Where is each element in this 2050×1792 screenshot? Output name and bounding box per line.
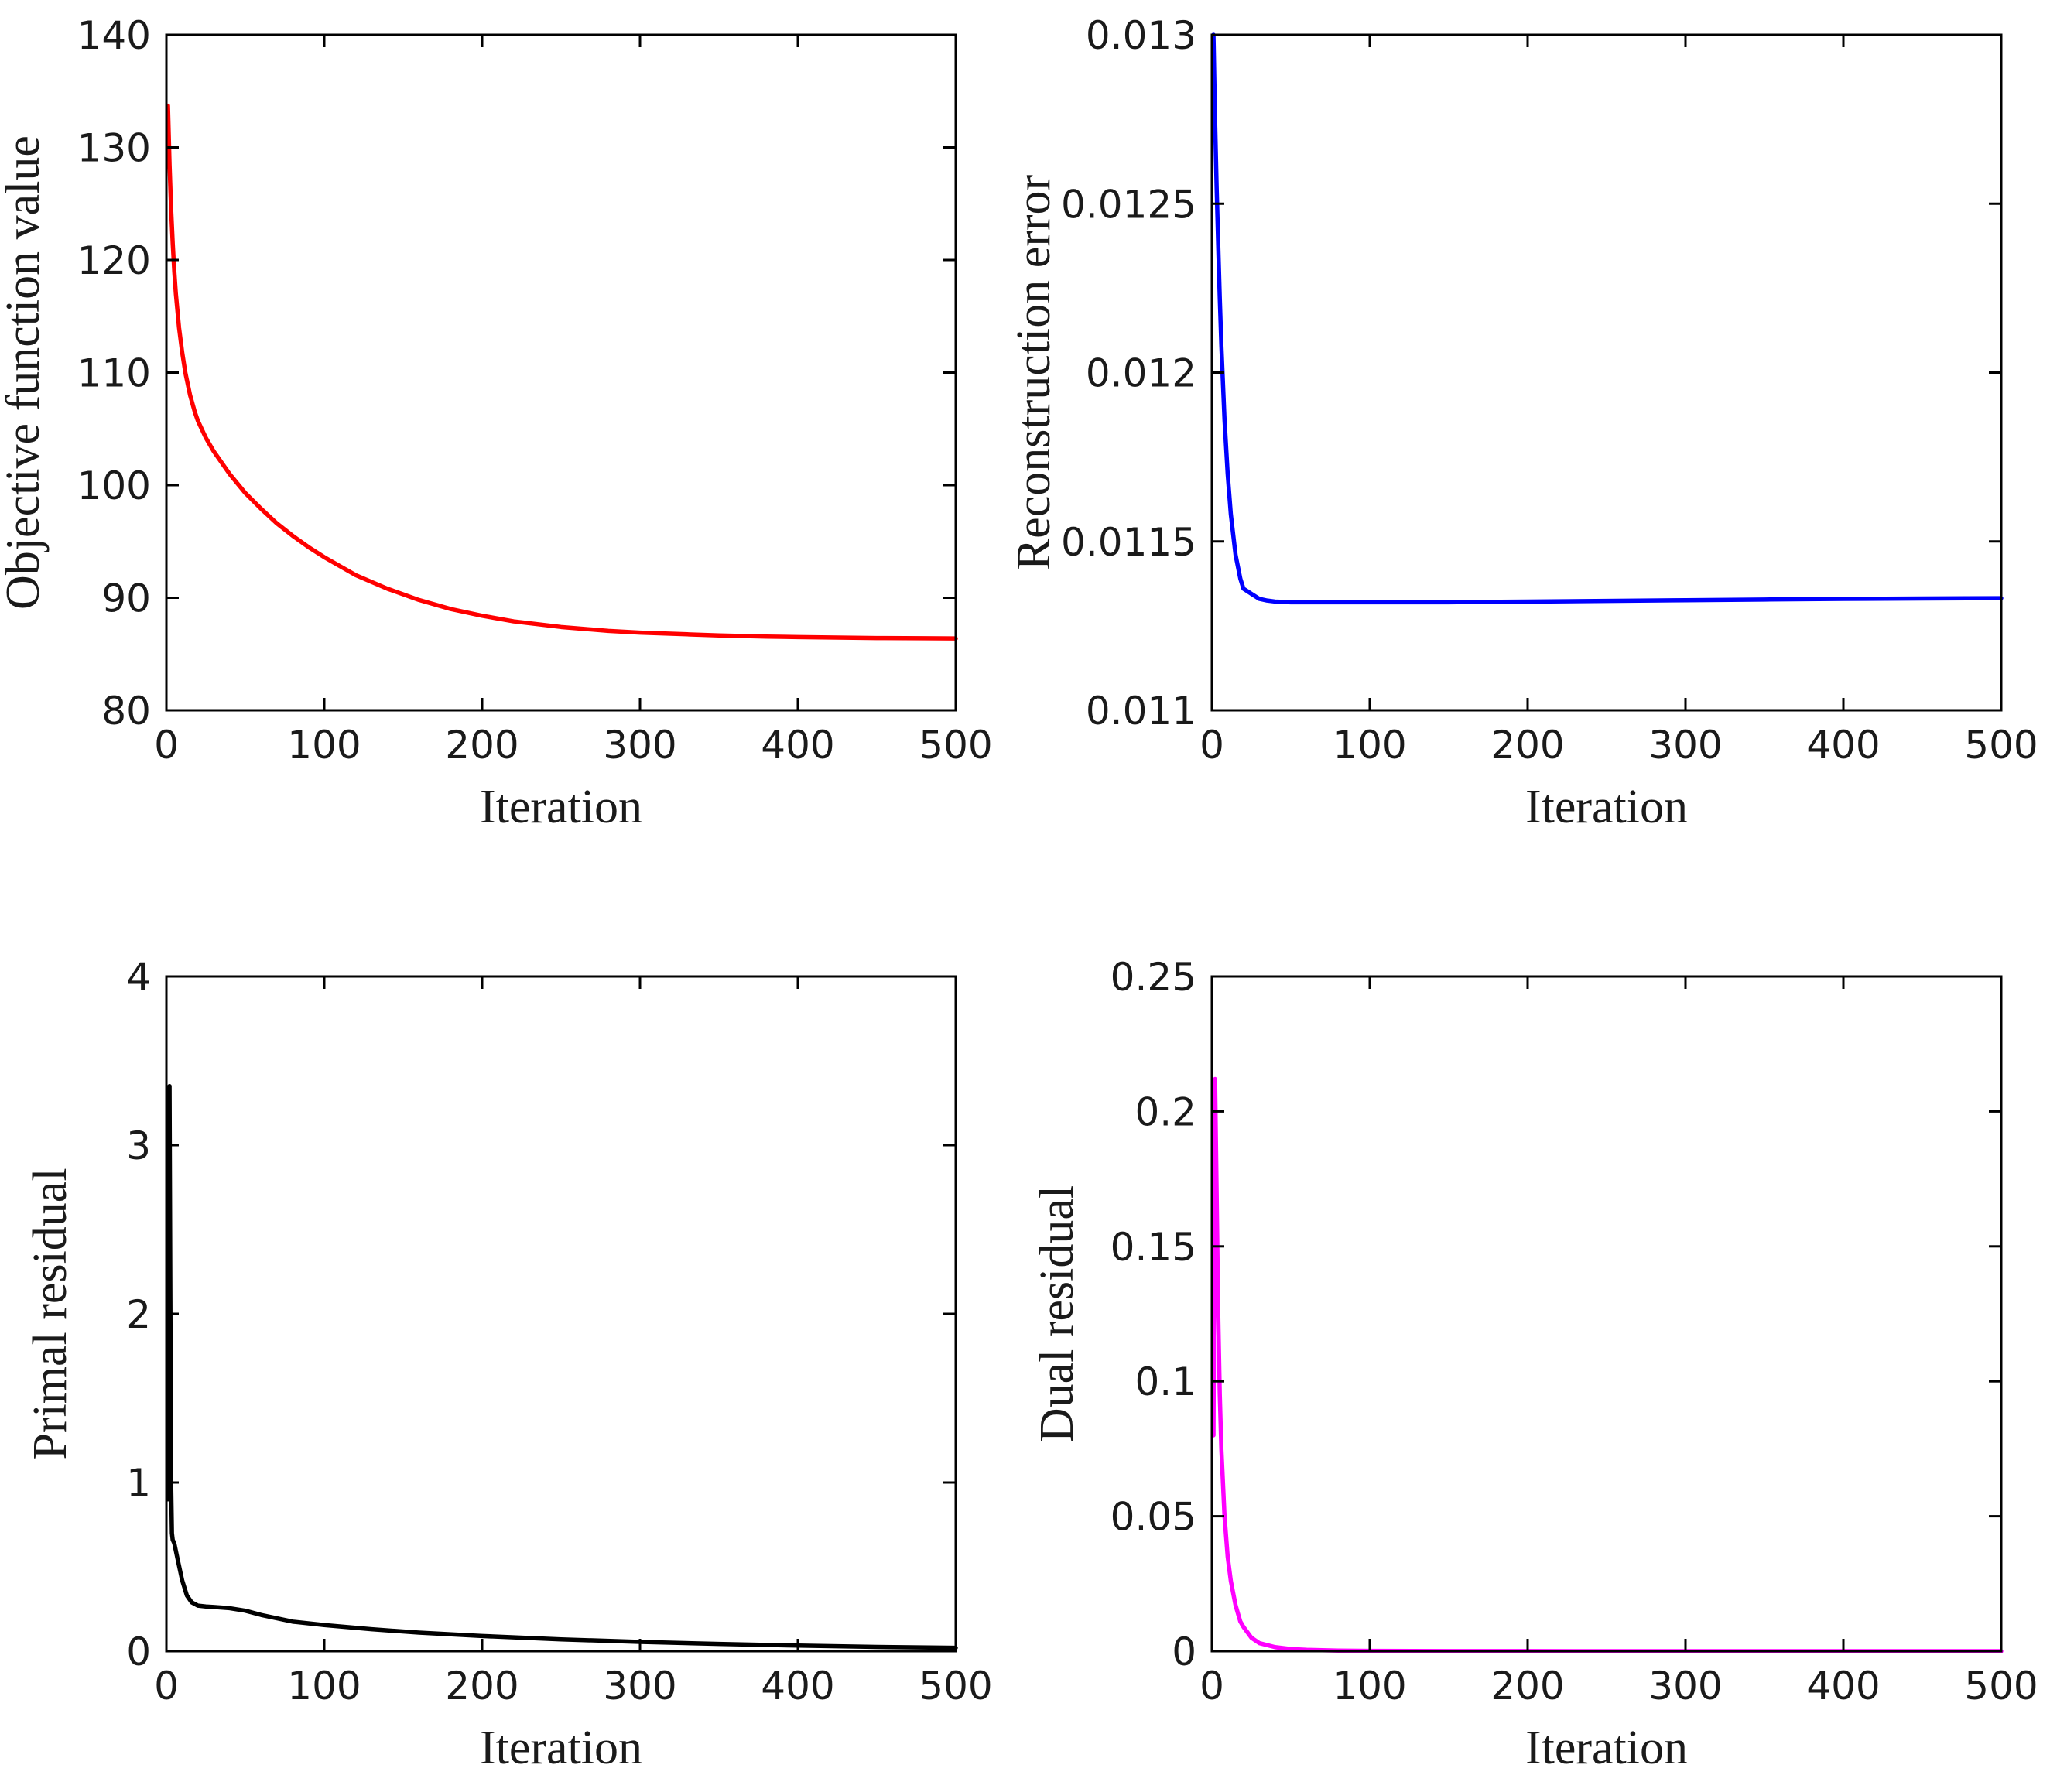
x-tick-label: 300: [603, 723, 676, 768]
axes-frame: [165, 33, 957, 712]
x-tick-label: 200: [1490, 723, 1564, 768]
subplot-3: 0 100 200 300 400 500 0 1 2 3 4 Iteration Primal res…: [24, 955, 993, 1774]
x-tick-label: 300: [603, 1664, 676, 1708]
series-line-1-1: [166, 103, 958, 641]
x-tick-label: 0: [1200, 723, 1224, 768]
x-axis-title: Iteration: [1525, 1722, 1688, 1774]
x-tick-label: 0: [1200, 1664, 1224, 1708]
y-tick-label: 0.15: [1111, 1225, 1196, 1270]
y-axis-title: Reconstruction error: [1008, 174, 1060, 570]
y-tick-label: 0.011: [1086, 689, 1196, 734]
x-tick-label: 400: [761, 723, 834, 768]
x-axis-title: Iteration: [480, 1722, 642, 1774]
y-tick-label: 90: [101, 576, 151, 621]
y-tick-label: 100: [77, 463, 151, 508]
x-tick-label: 500: [919, 723, 992, 768]
x-tick-label: 300: [1648, 1664, 1722, 1708]
series-line-4-1: [1211, 1076, 2004, 1653]
x-tick-label: 100: [287, 1664, 361, 1708]
y-axis-title: Objective function value: [0, 135, 50, 610]
subplot-1: 0 100 200 300 400 500 80 90 100 110 120 130 140 Itera…: [0, 13, 993, 833]
y-tick-label: 0: [1172, 1630, 1196, 1674]
x-tick-label: 0: [154, 1664, 179, 1708]
x-tick-label: 400: [1806, 723, 1880, 768]
series-line-2-1: [1211, 32, 2004, 605]
series-line-3-1: [166, 1083, 958, 1650]
subplot-grid: 0 100 200 300 400 5008090100110120130140Itera…: [0, 13, 2038, 1774]
x-tick-label: 500: [1964, 1664, 2038, 1708]
x-tick-label: 100: [287, 723, 361, 768]
y-tick-label: 110: [77, 351, 151, 396]
y-tick-label: 0.013: [1086, 13, 1196, 58]
y-tick-label: 140: [77, 13, 151, 58]
y-tick-label: 1: [126, 1461, 151, 1506]
x-tick-label: 300: [1648, 723, 1722, 768]
y-tick-label: 2: [126, 1292, 151, 1337]
y-tick-label: 0.0125: [1061, 182, 1196, 227]
x-tick-label: 100: [1333, 723, 1406, 768]
y-tick-label: 80: [101, 689, 151, 734]
x-tick-label: 200: [445, 1664, 518, 1708]
x-tick-label: 500: [919, 1664, 992, 1708]
x-tick-label: 400: [761, 1664, 834, 1708]
y-tick-label: 3: [126, 1123, 151, 1168]
y-tick-label: 0.0115: [1061, 520, 1196, 565]
y-axis-title: Dual residual: [1031, 1185, 1083, 1442]
y-tick-label: 0: [126, 1630, 151, 1674]
y-tick-label: 0.1: [1135, 1359, 1196, 1404]
subplot-4: 0 100 200 300 400 500 0 0.05 0.1 0.15 0.2 0.25 Itera…: [1031, 955, 2038, 1774]
x-tick-label: 0: [154, 723, 179, 768]
x-tick-label: 400: [1806, 1664, 1880, 1708]
y-tick-label: 130: [77, 126, 151, 171]
x-axis-title: Iteration: [1525, 781, 1688, 833]
x-tick-label: 200: [1490, 1664, 1564, 1708]
y-tick-label: 4: [126, 955, 151, 1000]
x-axis-title: Iteration: [480, 781, 642, 833]
y-tick-label: 0.25: [1111, 955, 1196, 1000]
x-tick-label: 200: [445, 723, 518, 768]
y-tick-label: 0.05: [1111, 1495, 1196, 1540]
axes-frame: [1210, 33, 2003, 712]
y-tick-label: 120: [77, 238, 151, 283]
y-tick-label: 0.012: [1086, 351, 1196, 396]
y-tick-label: 0.2: [1135, 1089, 1196, 1134]
x-tick-label: 500: [1964, 723, 2038, 768]
subplot-2: 0 100 200 300 400 500 0.011 0.0115 0.012 0.0125 0.…: [1008, 13, 2038, 833]
axes-frame: [165, 975, 957, 1653]
x-tick-label: 100: [1333, 1664, 1406, 1708]
y-axis-title: Primal residual: [24, 1168, 77, 1459]
axes-frame: [1210, 975, 2003, 1653]
